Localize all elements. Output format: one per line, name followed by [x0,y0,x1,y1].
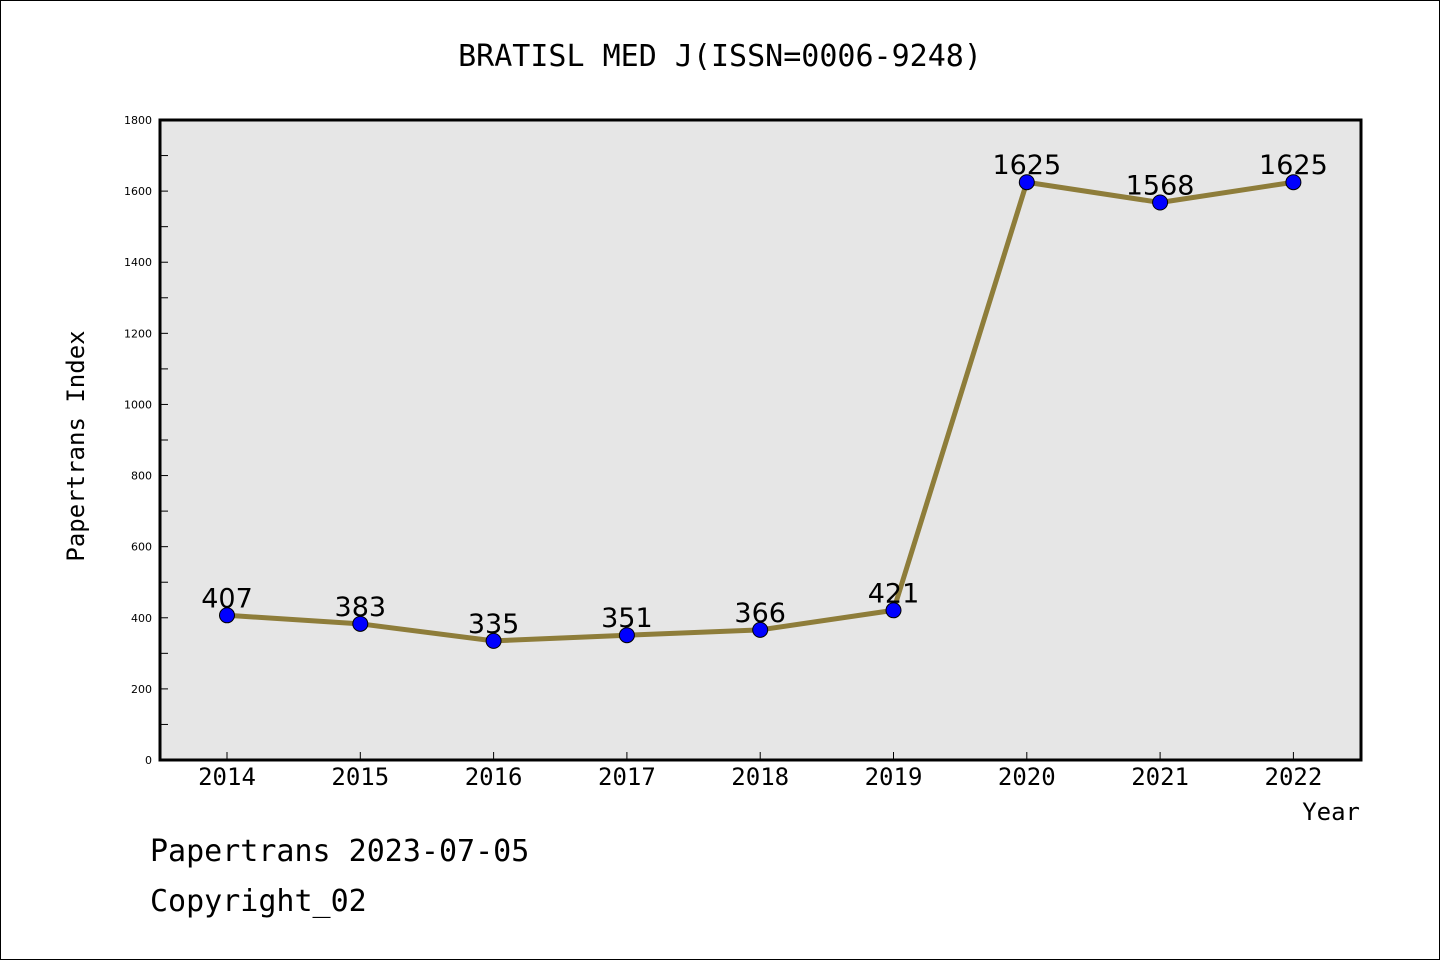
x-tick-label: 2016 [465,763,523,791]
data-markers [219,174,1302,649]
x-tick-label: 2014 [198,763,256,791]
data-point [219,607,235,624]
data-label: 1625 [1259,150,1328,181]
y-tick-label: 400 [131,612,152,625]
y-tick-label: 200 [131,683,152,696]
x-tick-label: 2018 [731,763,789,791]
data-point [1018,174,1035,191]
data-point [618,627,635,644]
data-label: 407 [201,583,253,614]
y-tick-label: 0 [145,754,152,767]
y-tick-label: 1600 [124,185,152,198]
data-point [1152,194,1169,211]
data-label: 351 [601,603,653,634]
data-point [352,615,369,632]
data-point [1285,174,1302,191]
x-tick-label: 2020 [998,763,1056,791]
y-tick-label: 600 [131,541,152,554]
y-tick-label: 1800 [124,114,152,127]
y-axis-label: Papertrans Index [62,330,90,561]
x-tick-label: 2017 [598,763,656,791]
x-axis: 2014 2015 2016 2017 2018 2019 2020 2021 2022 [198,752,1322,791]
data-label: 1568 [1126,170,1195,201]
data-point [752,621,769,638]
chart-title: BRATISL MED J(ISSN=0006-9248) [458,39,982,74]
x-tick-label: 2019 [865,763,923,791]
footer-copyright: Copyright_02 [150,884,367,919]
x-tick-label: 2021 [1131,763,1189,791]
data-label: 421 [868,578,920,609]
footer-date: Papertrans 2023-07-05 [150,834,530,869]
x-tick-label: 2022 [1265,763,1323,791]
data-label: 1625 [992,150,1061,181]
data-label: 366 [734,598,786,629]
y-axis: 0 200 400 600 800 1000 1200 1400 1600 1800 [124,114,168,767]
x-axis-label: Year [1302,798,1360,826]
y-tick-label: 1200 [124,327,152,340]
data-label: 383 [335,592,387,623]
y-tick-label: 800 [131,470,152,483]
data-point [485,632,502,649]
data-point [885,602,902,619]
plot-area [158,118,1363,762]
x-tick-label: 2015 [331,763,389,791]
y-tick-label: 1400 [124,256,152,269]
y-tick-label: 1000 [124,398,152,411]
data-label: 335 [468,609,520,640]
data-labels: 407 383 335 351 366 421 1625 1568 1625 [201,150,1328,640]
